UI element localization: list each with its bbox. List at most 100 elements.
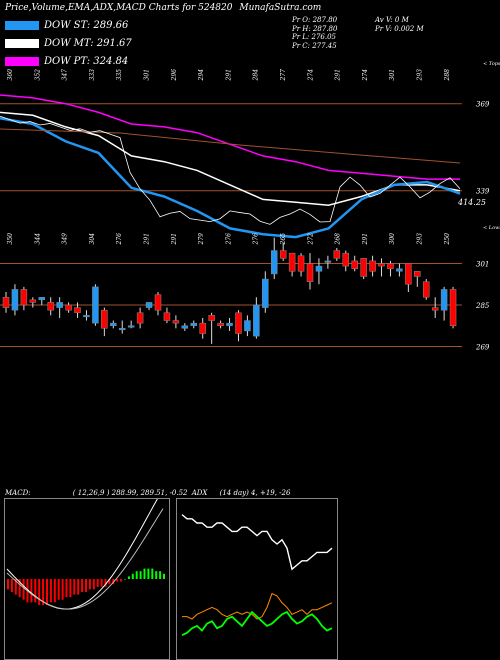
- macd-bar: [42, 579, 45, 605]
- candle-body: [154, 294, 162, 311]
- macd-bar: [116, 579, 119, 582]
- macd-bar: [96, 579, 99, 587]
- macd-bar: [139, 571, 142, 579]
- level-label: 339: [476, 188, 490, 196]
- candle-body: [431, 307, 439, 311]
- ema-line: [0, 94, 460, 180]
- low-tick-label: 293: [417, 233, 424, 246]
- level-label: 285: [475, 302, 490, 310]
- top-tick-label: 274: [362, 69, 369, 82]
- site-name: MunafaSutra.com: [239, 3, 322, 13]
- ema-line: [0, 111, 461, 206]
- legend-item-dow-st: DOW ST: 289.66: [5, 18, 132, 32]
- candle-body: [369, 260, 376, 272]
- title-text: Price,Volume,EMA,ADX,MACD Charts for 524…: [5, 3, 233, 13]
- top-tick-label: 291: [225, 69, 232, 81]
- top-tick-label: 335: [116, 69, 123, 81]
- macd-bar: [147, 568, 150, 579]
- candle-body: [422, 281, 430, 298]
- signal-line: [6, 508, 164, 610]
- top-tick-label: 352: [34, 69, 41, 81]
- candle-body: [65, 304, 72, 311]
- macd-label: MACD:: [5, 489, 31, 497]
- candle-body: [449, 289, 457, 326]
- low-tick-label: 344: [34, 233, 41, 245]
- candle-body: [351, 260, 358, 269]
- adx-values: (14 day) 4, +19, -26: [219, 489, 291, 497]
- low-tick-label: 291: [171, 233, 178, 245]
- top-tick-label: 293: [417, 69, 424, 82]
- low-tick-label: 268: [335, 233, 342, 246]
- macd-bar: [14, 579, 17, 595]
- legend-swatch: [5, 38, 39, 48]
- price-low: Pr L: 276.05: [292, 33, 337, 41]
- top-tick-label: 294: [198, 69, 205, 82]
- macd-bar: [100, 579, 103, 587]
- legend-item-dow-mt: DOW MT: 291.67: [5, 36, 132, 50]
- candle-body: [163, 312, 171, 321]
- level-label: 301: [476, 261, 489, 269]
- candle-body: [235, 312, 242, 334]
- macd-bar: [108, 579, 111, 585]
- macd-line: [6, 499, 158, 610]
- price-close: Pr C: 277.45: [292, 41, 337, 50]
- top-tick-label: 333: [89, 69, 96, 81]
- candle-body: [396, 268, 403, 272]
- top-tick-label: 274: [307, 69, 314, 82]
- macd-bar: [38, 579, 41, 605]
- macd-bar: [81, 579, 84, 592]
- candle-body: [208, 315, 215, 321]
- candle-body: [360, 258, 367, 277]
- candle-body: [127, 325, 135, 328]
- low-tick-label: 276: [116, 233, 123, 246]
- macd-bar: [85, 579, 87, 592]
- price-chart: 360 352 347 333 335 301 296 294 291 284 277 274 291 2…: [0, 61, 500, 351]
- low-tick-label: 265: [280, 233, 287, 246]
- candle-body: [315, 265, 323, 272]
- candle-body: [2, 296, 10, 308]
- avg-volume: Av V: 0 M: [375, 16, 409, 24]
- candle-body: [181, 325, 189, 329]
- macd-bar: [88, 579, 91, 590]
- low-tick-label: 250: [444, 233, 451, 246]
- candle-body: [279, 250, 287, 259]
- candle-body: [110, 322, 117, 326]
- price-line: [0, 115, 461, 225]
- macd-bar: [163, 573, 165, 579]
- low-tick-label: 276: [253, 233, 260, 246]
- ema-line: [0, 128, 461, 164]
- top-tick-label: 296: [171, 69, 178, 82]
- low-tick-label: 279: [198, 233, 205, 246]
- top-tick-label: 347: [62, 69, 69, 81]
- price-volume: Pr V: 0.002 M: [375, 24, 424, 33]
- adx-label: ADX: [191, 489, 208, 497]
- price-high: Pr H: 287.80: [292, 24, 338, 33]
- macd-bar: [131, 573, 134, 579]
- macd-bar: [10, 579, 13, 592]
- candle-body: [217, 322, 224, 326]
- candle-body: [306, 263, 314, 282]
- low-tick-label: 272: [307, 233, 314, 246]
- candle-body: [74, 307, 81, 314]
- macd-bar: [77, 579, 80, 595]
- macd-bar: [65, 579, 68, 598]
- low-tick-label: 350: [7, 233, 14, 245]
- legend-swatch: [5, 56, 39, 66]
- legend-label: DOW MT: 291.67: [44, 37, 132, 49]
- macd-bar: [18, 579, 21, 598]
- candle-body: [270, 250, 278, 275]
- candle-body: [20, 289, 28, 306]
- candle-body: [47, 302, 54, 311]
- candle-body: [288, 252, 296, 272]
- macd-bar: [22, 579, 25, 600]
- top-tick-label: 291: [335, 69, 342, 81]
- macd-bar: [92, 579, 95, 590]
- candle-body: [199, 322, 206, 334]
- macd-bar: [49, 579, 52, 603]
- candle-body: [145, 302, 153, 308]
- candle-body: [262, 278, 269, 308]
- price-info: Pr O: 287.80 Pr H: 287.80 Pr L: 276.05 P…: [292, 16, 337, 50]
- candle-body: [38, 296, 46, 301]
- low-tick-label: 291: [362, 233, 369, 245]
- macd-bar: [57, 579, 60, 600]
